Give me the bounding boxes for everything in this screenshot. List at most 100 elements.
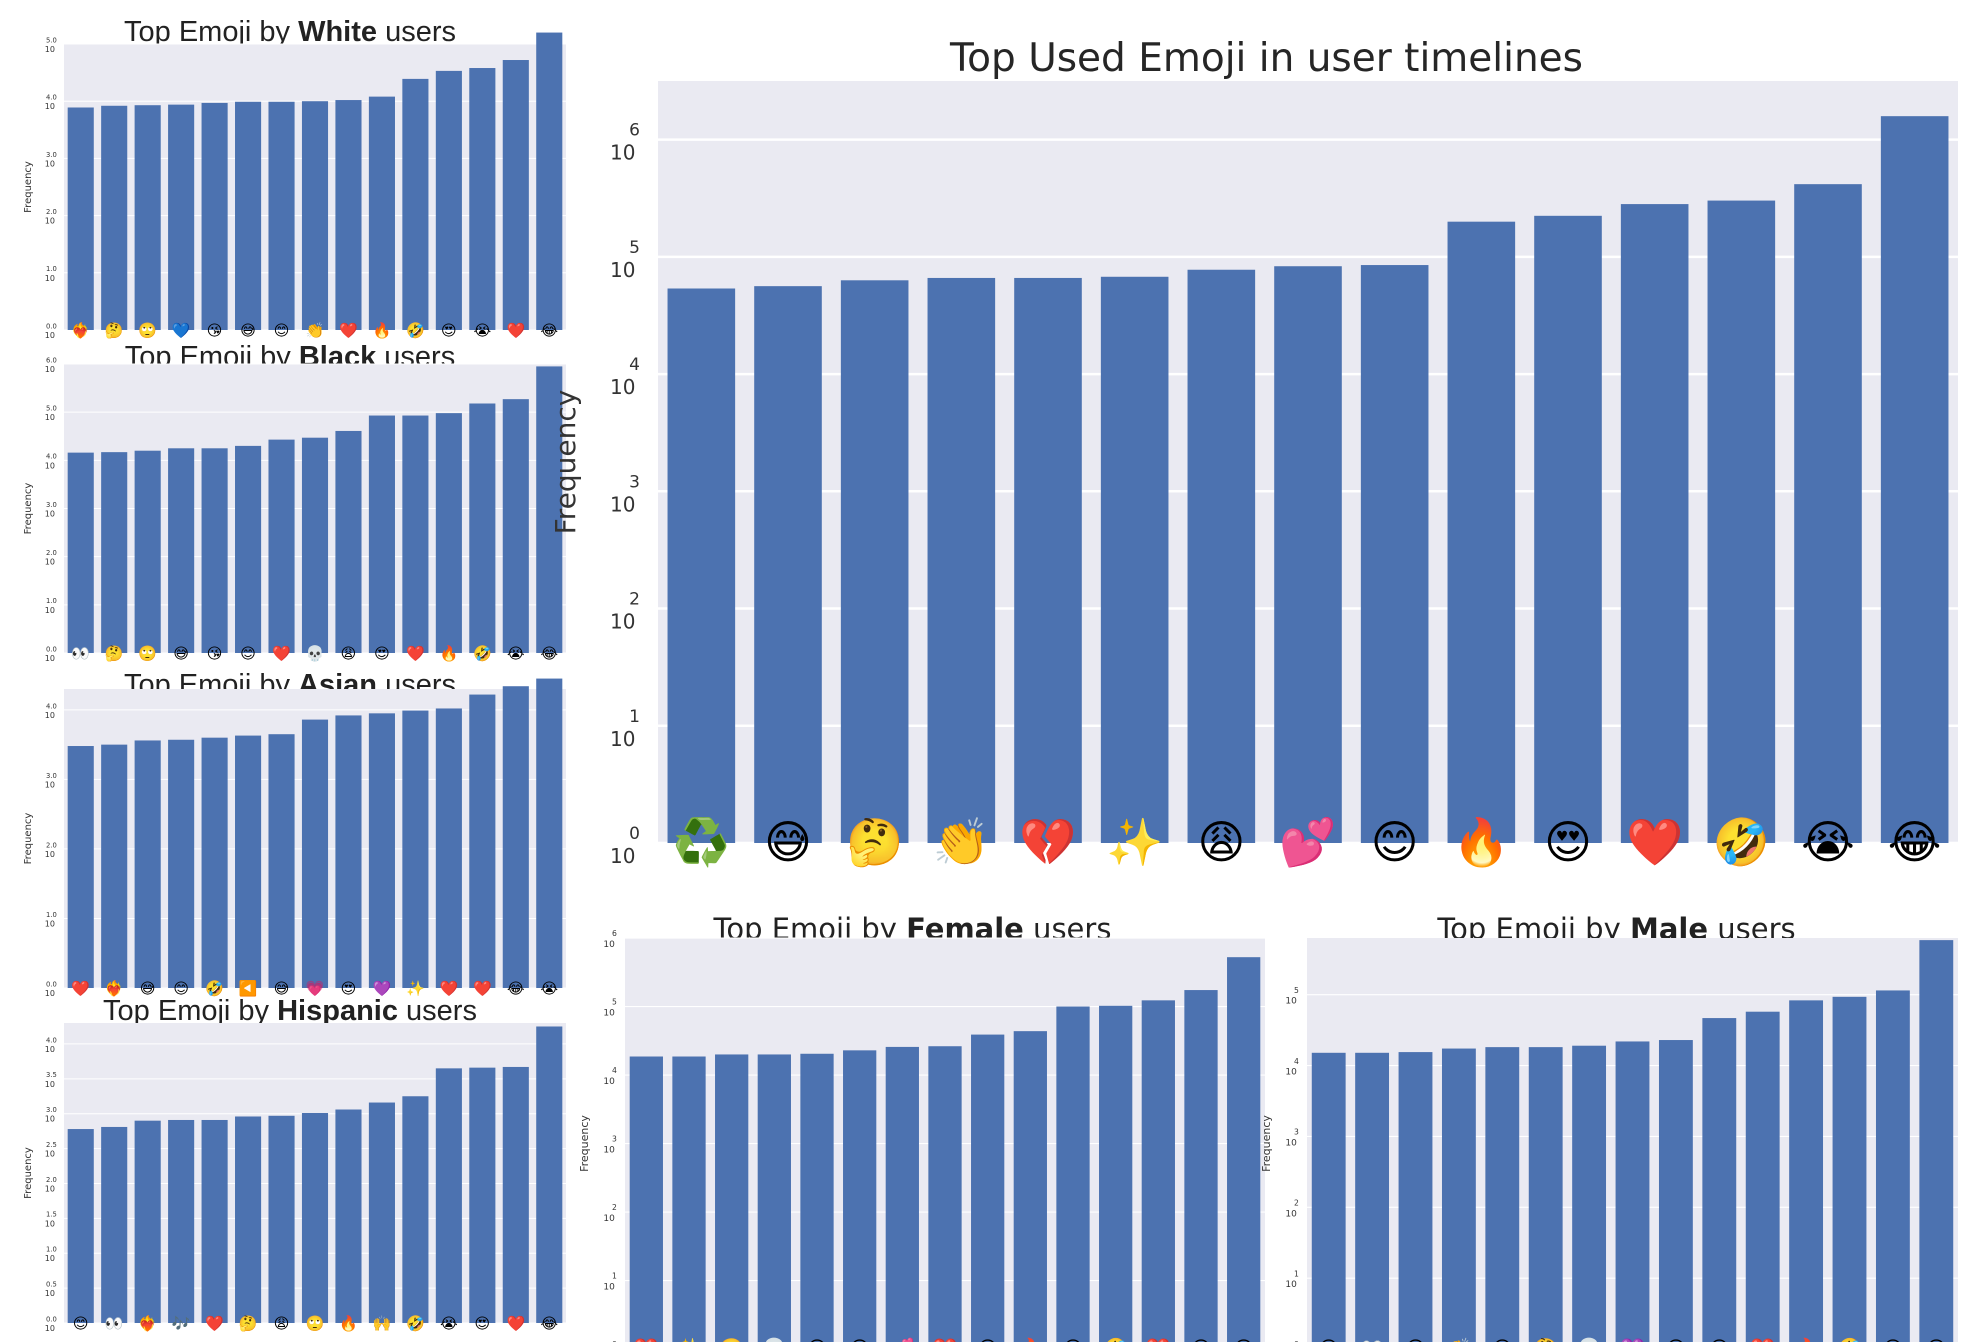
x-tick-emoji: ❤️‍🔥 (138, 1314, 157, 1332)
y-tick-base: 10 (45, 45, 55, 54)
bar (715, 1054, 749, 1342)
bar (402, 710, 429, 988)
bar (168, 1119, 195, 1323)
y-tick-base: 10 (1285, 1209, 1297, 1219)
x-tick-emoji: ✨ (1106, 815, 1163, 869)
bar (268, 1115, 295, 1323)
bar (1572, 1045, 1607, 1342)
y-tick-base: 10 (45, 919, 55, 928)
x-tick-emoji: ❤️ (406, 644, 425, 662)
y-tick-label: 2 (612, 1203, 617, 1212)
bar (301, 101, 329, 330)
y-tick-label: 5 (612, 998, 617, 1007)
x-tick-emoji: 😩 (1405, 1337, 1426, 1342)
bar (754, 286, 822, 844)
x-tick-emoji: 😊 (1492, 1337, 1513, 1342)
x-tick-emoji: 😘 (807, 1337, 828, 1342)
bar (928, 1046, 962, 1342)
bar (469, 403, 496, 653)
y-tick-label: 2.0 (46, 549, 57, 557)
x-tick-emoji: 👀 (1360, 1337, 1385, 1342)
y-tick-label: 2.0 (46, 1176, 57, 1184)
y-tick-label: 5.0 (46, 405, 57, 413)
y-tick-base: 10 (45, 510, 55, 519)
x-tick-emoji: 🤣 (405, 321, 425, 340)
bar (67, 452, 94, 653)
bar (1880, 116, 1949, 843)
y-axis-label: Frequency (578, 1115, 591, 1172)
bar (235, 445, 262, 653)
bar (1398, 1052, 1433, 1342)
bar (1360, 265, 1429, 843)
x-tick-emoji: 👏 (933, 815, 990, 869)
y-tick-base: 10 (45, 1045, 55, 1054)
y-tick-label: 4 (1294, 1057, 1299, 1066)
bar (469, 694, 496, 988)
x-tick-emoji: 😍 (1709, 1337, 1730, 1342)
y-tick-base: 10 (1285, 997, 1297, 1007)
y-axis-label: Frequency (1260, 1115, 1273, 1172)
y-tick-base: 10 (45, 1115, 55, 1124)
y-tick-label: 1 (1294, 1269, 1299, 1278)
bar (1274, 266, 1342, 843)
y-tick-label: 3.0 (46, 772, 57, 780)
x-tick-emoji: 🤔 (105, 321, 124, 339)
x-tick-emoji: 😅 (274, 979, 290, 997)
bar (840, 280, 909, 843)
x-tick-emoji: 😍 (1063, 1337, 1084, 1342)
x-tick-emoji: 😂 (1925, 1337, 1948, 1342)
bar (201, 1119, 228, 1323)
bar (1099, 1005, 1133, 1342)
bar (435, 708, 462, 988)
bar (101, 744, 128, 988)
x-tick-emoji: ❤️ (339, 321, 358, 339)
chart-asian: Top Emoji by Asian users 10 0.0 10 1.0 10 2.0… (0, 663, 580, 998)
bar (502, 1066, 529, 1323)
x-tick-emoji: 💔 (933, 1337, 958, 1342)
bar (1528, 1047, 1563, 1342)
x-tick-emoji: 😅 (1665, 1337, 1686, 1342)
bar (368, 1102, 395, 1323)
x-tick-emoji: 😍 (374, 644, 390, 662)
bar (1789, 1000, 1824, 1342)
x-tick-emoji: 😘 (207, 321, 223, 339)
bar (469, 1067, 496, 1323)
x-tick-emoji: 💜 (373, 979, 392, 997)
bar (101, 452, 128, 653)
x-tick-emoji: 😍 (341, 979, 357, 997)
x-tick-emoji: 👀 (71, 644, 90, 662)
y-tick-label: 1.0 (46, 597, 57, 605)
bar (235, 101, 262, 330)
x-tick-emoji: 🙌 (373, 1314, 392, 1332)
y-tick-base: 10 (610, 375, 635, 399)
chart-female: Top Emoji by Female users 10010110210310… (560, 900, 1265, 1342)
bar (629, 1056, 663, 1342)
bar (927, 277, 996, 843)
chart-title: Top Used Emoji in user timelines (949, 36, 1583, 81)
x-tick-emoji: 🙄 (306, 1314, 325, 1332)
y-tick-base: 10 (610, 610, 635, 634)
x-tick-emoji: 💙 (172, 321, 191, 339)
bar (201, 737, 228, 988)
x-tick-emoji: 😭 (474, 321, 492, 339)
bar (1658, 1040, 1693, 1342)
y-tick-label: 5 (1294, 986, 1299, 995)
x-tick-emoji: 😂 (1888, 815, 1942, 869)
x-tick-emoji: 😄 (1318, 1337, 1339, 1342)
y-tick-label: 6.0 (46, 356, 57, 364)
bar (1184, 990, 1218, 1342)
bar (301, 437, 329, 653)
y-tick-base: 10 (610, 141, 635, 165)
x-tick-emoji: 👏 (1446, 1337, 1471, 1342)
x-tick-emoji: 😅 (240, 321, 256, 339)
y-tick-base: 10 (45, 558, 55, 567)
bar (235, 735, 262, 988)
x-tick-emoji: 😅 (173, 644, 189, 662)
y-tick-label: 0 (612, 1340, 617, 1342)
bar (268, 101, 295, 330)
x-tick-emoji: 😭 (541, 979, 559, 997)
chart-title: Top Emoji by White users (124, 16, 456, 48)
x-tick-emoji: ✨ (406, 979, 425, 997)
y-tick-base: 10 (45, 331, 55, 340)
